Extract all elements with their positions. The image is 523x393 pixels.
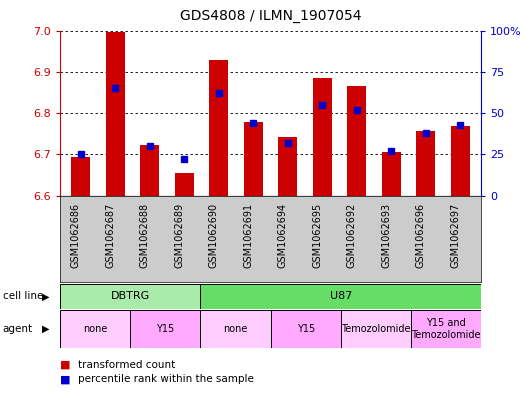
Bar: [278, 137, 298, 196]
Text: Y15: Y15: [156, 324, 175, 334]
Bar: [200, 310, 271, 348]
Text: GSM1062695: GSM1062695: [312, 203, 322, 268]
Text: ▶: ▶: [42, 324, 50, 334]
Bar: [209, 61, 229, 196]
Text: ■: ■: [60, 360, 71, 370]
Text: Temozolomide: Temozolomide: [341, 324, 411, 334]
Bar: [130, 310, 200, 348]
Text: Y15 and
Temozolomide: Y15 and Temozolomide: [411, 318, 481, 340]
Text: GSM1062690: GSM1062690: [209, 203, 219, 268]
Text: U87: U87: [329, 291, 352, 301]
Text: GSM1062691: GSM1062691: [243, 203, 254, 268]
Text: agent: agent: [3, 324, 33, 334]
Text: Y15: Y15: [297, 324, 315, 334]
Bar: [341, 310, 411, 348]
Text: transformed count: transformed count: [78, 360, 176, 370]
Text: GDS4808 / ILMN_1907054: GDS4808 / ILMN_1907054: [180, 9, 361, 23]
Text: cell line: cell line: [3, 291, 43, 301]
Text: GSM1062686: GSM1062686: [71, 203, 81, 268]
Bar: [175, 173, 194, 196]
Bar: [382, 152, 401, 196]
Text: ■: ■: [60, 374, 71, 384]
Text: DBTRG: DBTRG: [111, 291, 150, 301]
Text: GSM1062696: GSM1062696: [416, 203, 426, 268]
Bar: [244, 122, 263, 196]
Bar: [60, 310, 130, 348]
Text: GSM1062689: GSM1062689: [174, 203, 185, 268]
Bar: [411, 310, 481, 348]
Text: GSM1062694: GSM1062694: [278, 203, 288, 268]
Bar: [200, 284, 481, 309]
Bar: [60, 284, 200, 309]
Bar: [140, 145, 160, 196]
Text: percentile rank within the sample: percentile rank within the sample: [78, 374, 254, 384]
Bar: [106, 32, 125, 196]
Bar: [416, 131, 436, 196]
Text: none: none: [223, 324, 248, 334]
Text: ▶: ▶: [42, 291, 50, 301]
Text: GSM1062687: GSM1062687: [105, 203, 116, 268]
Text: GSM1062697: GSM1062697: [450, 203, 460, 268]
Bar: [313, 78, 332, 196]
Text: GSM1062692: GSM1062692: [347, 203, 357, 268]
Bar: [451, 126, 470, 196]
Text: GSM1062693: GSM1062693: [381, 203, 391, 268]
Bar: [71, 157, 90, 196]
Text: none: none: [83, 324, 107, 334]
Text: GSM1062688: GSM1062688: [140, 203, 150, 268]
Bar: [347, 86, 367, 196]
Bar: [271, 310, 341, 348]
